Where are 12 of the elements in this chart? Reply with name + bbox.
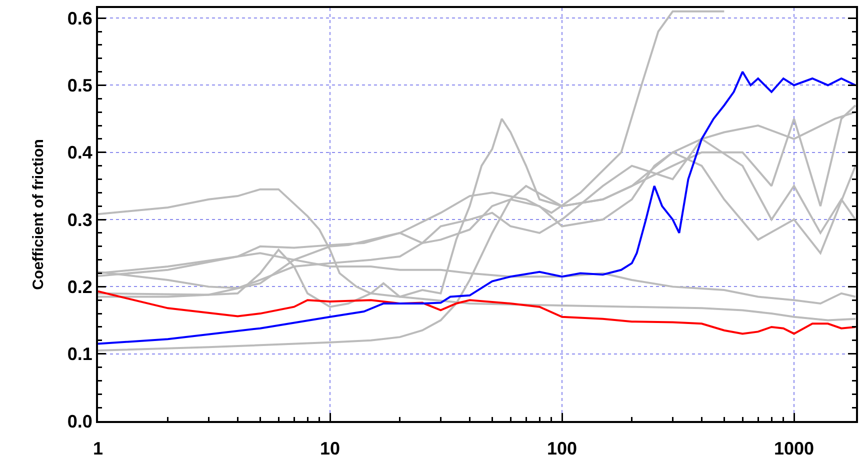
y-tick-label: 0.4 — [67, 142, 92, 163]
y-axis-title: Coefficient of friction — [30, 139, 48, 290]
y-tick-label: 0.1 — [67, 344, 92, 364]
x-tick-label: 1 — [92, 438, 104, 459]
y-tick-label: 0.2 — [67, 276, 92, 297]
x-tick-label: 1000 — [774, 438, 814, 459]
x-tick-label: 10 — [320, 438, 340, 459]
y-tick-label: 0.0 — [67, 411, 92, 432]
y-tick-label: 0.5 — [67, 76, 92, 96]
y-tick-label: 0.3 — [67, 210, 92, 230]
x-tick-label: 100 — [546, 438, 578, 459]
y-tick-label: 0.6 — [67, 8, 92, 28]
